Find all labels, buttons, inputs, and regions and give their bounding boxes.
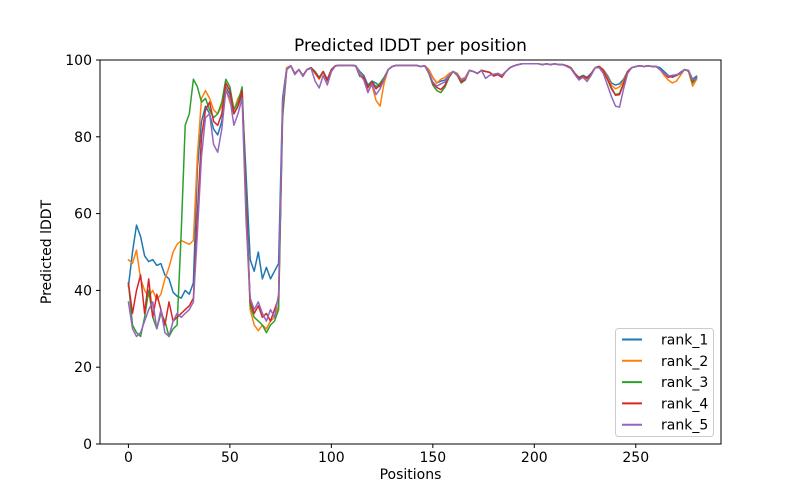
- x-axis-tick-label: 200: [521, 450, 548, 466]
- x-axis-tick-label: 150: [419, 450, 446, 466]
- x-axis-tick-label: 100: [318, 450, 345, 466]
- legend-label-rank_5: rank_5: [661, 418, 708, 434]
- y-axis-tick-label: 60: [74, 207, 92, 223]
- legend-label-rank_3: rank_3: [661, 375, 708, 391]
- x-axis-label: Positions: [379, 467, 442, 483]
- x-axis-tick-label: 50: [221, 450, 239, 466]
- x-axis-tick-label: 0: [124, 450, 133, 466]
- plot-box-spines: [99, 59, 722, 445]
- y-axis-tick-label: 40: [74, 283, 92, 299]
- legend-label-rank_4: rank_4: [661, 396, 708, 412]
- y-axis-label: Predicted lDDT: [39, 199, 55, 305]
- y-axis-tick-label: 0: [83, 437, 92, 453]
- legend-label-rank_2: rank_2: [661, 354, 708, 370]
- x-axis-tick-label: 250: [622, 450, 649, 466]
- legend-label-rank_1: rank_1: [661, 333, 708, 349]
- y-axis-tick-label: 20: [74, 360, 92, 376]
- legend-box: [615, 328, 714, 437]
- series-line-rank_5: [127, 63, 698, 338]
- y-axis-tick-label: 80: [74, 130, 92, 146]
- y-axis-tick-label: 100: [65, 53, 92, 69]
- chart-title: Predicted lDDT per position: [294, 36, 527, 56]
